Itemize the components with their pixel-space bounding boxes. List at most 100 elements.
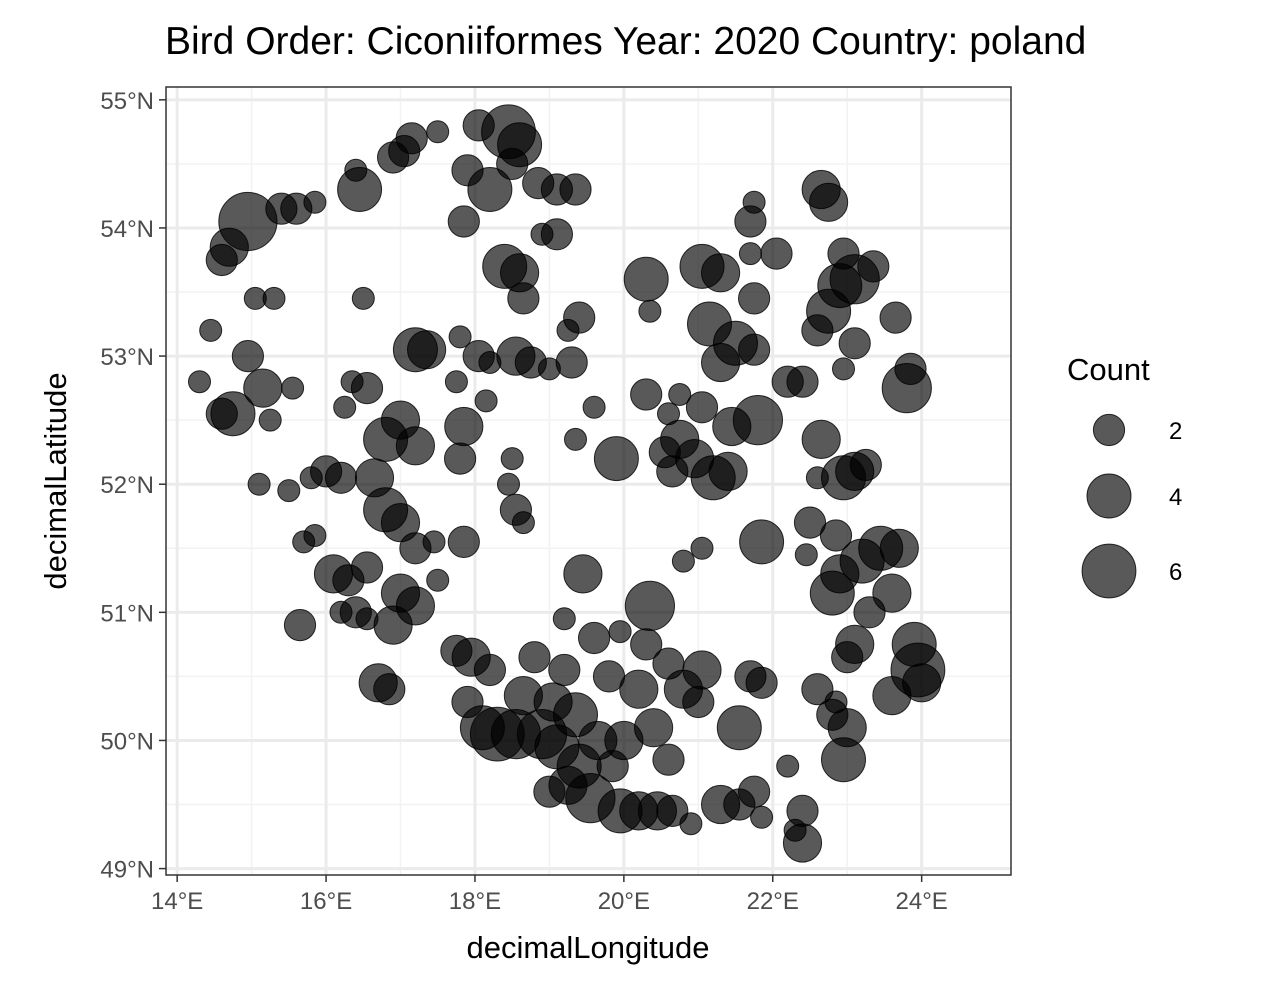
data-point — [380, 502, 421, 543]
x-tick-label: 24°E — [896, 888, 948, 915]
data-point — [533, 775, 566, 808]
data-point — [827, 237, 860, 270]
data-point — [819, 519, 853, 552]
data-point — [738, 333, 771, 366]
data-point — [716, 705, 762, 751]
data-point — [281, 376, 305, 400]
y-tick-label: 50°N — [100, 728, 154, 755]
data-point — [657, 402, 680, 426]
data-point — [373, 605, 413, 645]
x-tick-label: 22°E — [747, 888, 799, 915]
data-point — [199, 318, 223, 342]
x-tick-label: 14°E — [151, 888, 203, 915]
data-point — [592, 660, 626, 693]
data-point — [738, 242, 762, 266]
data-point — [831, 641, 864, 674]
data-point — [426, 120, 450, 144]
data-point — [853, 596, 886, 629]
data-point — [745, 666, 778, 699]
data-point — [793, 506, 827, 539]
data-point — [451, 154, 484, 187]
data-point — [690, 536, 714, 560]
legend-key — [1086, 473, 1132, 519]
data-point — [668, 383, 692, 406]
legend-key — [1092, 413, 1126, 447]
data-point — [564, 427, 587, 451]
data-point — [623, 256, 669, 302]
data-point — [682, 685, 715, 719]
data-point — [794, 543, 818, 567]
data-point — [638, 299, 662, 323]
data-point — [299, 466, 323, 490]
data-point — [444, 370, 468, 394]
data-point — [739, 519, 785, 565]
data-point — [630, 628, 663, 661]
data-point — [832, 357, 855, 381]
data-point — [801, 419, 841, 459]
data-point — [447, 205, 480, 238]
data-point — [333, 395, 357, 419]
data-point — [548, 653, 581, 687]
data-point — [742, 190, 766, 214]
data-point — [656, 794, 689, 828]
data-point — [350, 551, 384, 584]
data-point — [857, 250, 890, 283]
legend-label: 4 — [1169, 484, 1182, 511]
data-point — [426, 568, 450, 592]
y-tick-label: 55°N — [100, 88, 154, 115]
data-point — [760, 237, 793, 270]
data-point — [708, 451, 748, 491]
data-point — [444, 406, 484, 447]
data-point — [407, 330, 447, 370]
data-point — [474, 389, 498, 413]
data-point — [447, 525, 480, 559]
data-point — [258, 408, 282, 432]
legend: Count 2 4 6 — [1067, 352, 1182, 599]
data-point — [518, 641, 551, 674]
data-point — [738, 775, 771, 808]
data-point — [656, 455, 689, 488]
data-point — [582, 395, 606, 419]
data-point — [555, 346, 588, 379]
y-axis-title: decimalLatitude — [38, 372, 73, 589]
data-point — [205, 397, 238, 430]
data-point — [444, 442, 477, 475]
data-point — [388, 135, 421, 168]
x-tick-label: 20°E — [598, 888, 650, 915]
data-point — [849, 448, 882, 482]
y-tick-label: 54°N — [100, 216, 154, 243]
data-point — [473, 653, 506, 687]
legend-label: 2 — [1169, 418, 1182, 445]
data-point — [292, 530, 316, 554]
data-point — [329, 600, 353, 624]
data-point — [395, 426, 435, 466]
data-point — [634, 708, 674, 748]
data-point — [552, 607, 576, 631]
y-tick-label: 52°N — [100, 472, 154, 499]
data-point — [563, 554, 603, 594]
x-tick-label: 16°E — [300, 888, 352, 915]
data-point — [682, 650, 722, 690]
data-point — [373, 673, 406, 706]
data-point — [771, 365, 804, 398]
data-point — [685, 391, 719, 424]
data-point — [805, 466, 829, 490]
data-point — [712, 406, 752, 447]
data-point — [894, 352, 927, 385]
data-point — [824, 690, 848, 714]
data-point — [624, 580, 676, 632]
data-point — [247, 472, 271, 496]
data-point — [344, 158, 368, 182]
data-point — [801, 314, 834, 347]
chart-title: Bird Order: Ciconiiformes Year: 2020 Cou… — [165, 20, 1087, 63]
x-tick-label: 18°E — [449, 888, 501, 915]
data-point — [422, 530, 446, 554]
data-point — [511, 511, 535, 535]
data-point — [496, 147, 529, 180]
data-point — [630, 378, 663, 411]
data-point — [277, 479, 301, 503]
data-point — [738, 282, 771, 315]
y-tick-label: 49°N — [100, 857, 154, 884]
data-point — [540, 218, 574, 251]
